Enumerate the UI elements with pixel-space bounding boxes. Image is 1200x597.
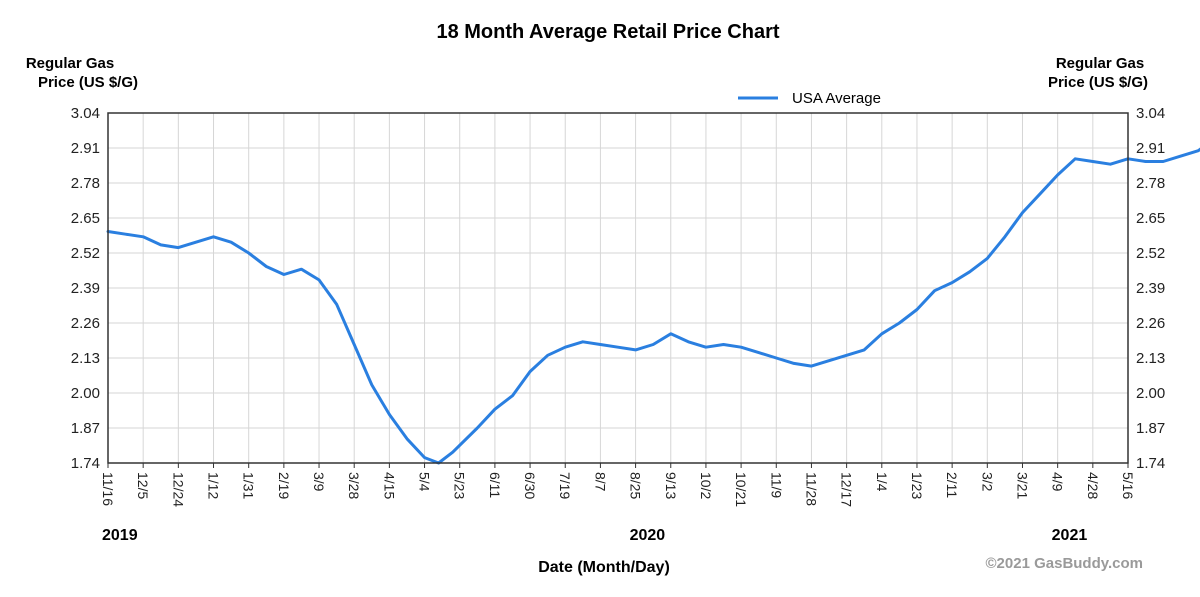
x-tick-label: 10/21 [733,472,749,507]
y-tick-right: 3.04 [1136,105,1165,122]
x-tick-label: 1/23 [909,472,925,499]
y-tick-right: 2.78 [1136,175,1165,192]
x-tick-label: 1/31 [241,472,257,499]
year-label: 2020 [630,527,666,544]
y-axis-label-right-line1: Regular Gas [1056,55,1144,72]
x-tick-label: 3/21 [1014,472,1030,499]
series-layer [106,147,1200,465]
x-tick-label: 9/13 [663,472,679,499]
plot-frame [107,112,1129,464]
y-tick-left: 2.78 [71,175,100,192]
x-tick-label: 1/12 [206,472,222,499]
x-tick-label: 3/2 [979,472,995,492]
x-tick-label: 1/4 [874,472,890,492]
y-tick-right: 1.74 [1136,455,1165,472]
y-tick-left: 3.04 [71,105,100,122]
y-axis-label-right-line2: Price (US $/G) [1048,74,1148,91]
y-tick-left: 2.91 [71,140,100,157]
x-tick-label: 11/9 [768,472,784,498]
legend-label: USA Average [792,90,881,107]
y-tick-left: 2.39 [71,280,100,297]
x-tick-label: 3/9 [311,472,327,492]
x-tick-label: 2/11 [944,472,960,498]
y-tick-left: 1.87 [71,420,100,437]
y-tick-left: 2.13 [71,350,100,367]
x-tick-label: 11/16 [100,472,116,506]
y-tick-right: 2.52 [1136,245,1165,262]
x-tick-label: 4/15 [381,472,397,499]
y-tick-right: 1.87 [1136,420,1165,437]
x-tick-label: 5/23 [452,472,468,499]
y-tick-right: 2.65 [1136,210,1165,227]
y-tick-left: 2.65 [71,210,100,227]
x-tick-label: 10/2 [698,472,714,499]
y-tick-left: 2.26 [71,315,100,332]
y-tick-right: 2.91 [1136,140,1165,157]
y-tick-left: 2.52 [71,245,100,262]
x-tick-label: 4/28 [1085,472,1101,499]
x-tick-label: 6/11 [487,472,503,498]
year-label: 2021 [1052,527,1088,544]
grid-lines [107,112,1129,468]
x-tick-label: 8/7 [592,472,608,492]
y-tick-left: 1.74 [71,455,100,472]
y-tick-right: 2.26 [1136,315,1165,332]
chart-title: 18 Month Average Retail Price Chart [436,21,779,43]
x-tick-label: 5/16 [1120,472,1136,499]
y-tick-right: 2.00 [1136,385,1165,402]
x-tick-label: 5/4 [417,472,433,492]
x-tick-label: 3/28 [346,472,362,499]
year-labels: 2019 2020 2021 [102,527,1087,544]
year-label: 2019 [102,527,138,544]
y-axis-label-left-line1: Regular Gas [26,55,114,72]
credit-text: ©2021 GasBuddy.com [986,555,1144,572]
x-tick-label: 12/5 [135,472,151,499]
x-tick-label: 2/19 [276,472,292,499]
x-axis-label: Date (Month/Day) [538,559,670,576]
x-tick-label: 12/24 [170,472,186,507]
y-tick-left: 2.00 [71,385,100,402]
x-tick-label: 8/25 [628,472,644,499]
legend: USA Average [738,90,881,107]
y-axis-label-left-line2: Price (US $/G) [38,74,138,91]
x-tick-label: 4/9 [1050,472,1066,492]
x-tick-label: 7/19 [557,472,573,499]
x-tick-label: 6/30 [522,472,538,499]
y-ticks-right: 3.04 2.91 2.78 2.65 2.52 2.39 2.26 2.13 2.00 1.87… [1136,105,1165,472]
y-tick-right: 2.13 [1136,350,1165,367]
y-ticks-left: 3.04 2.91 2.78 2.65 2.52 2.39 2.26 2.13 2.00 1.87… [71,105,100,472]
x-tick-label: 12/17 [839,472,855,507]
x-tick-label: 11/28 [803,472,819,506]
x-ticks: 11/16 12/5 12/24 1/12 1/31 2/19 3/9 3/28 4/15 5/4… [100,472,1136,507]
series-line-usa-average [106,147,1200,465]
y-tick-right: 2.39 [1136,280,1165,297]
